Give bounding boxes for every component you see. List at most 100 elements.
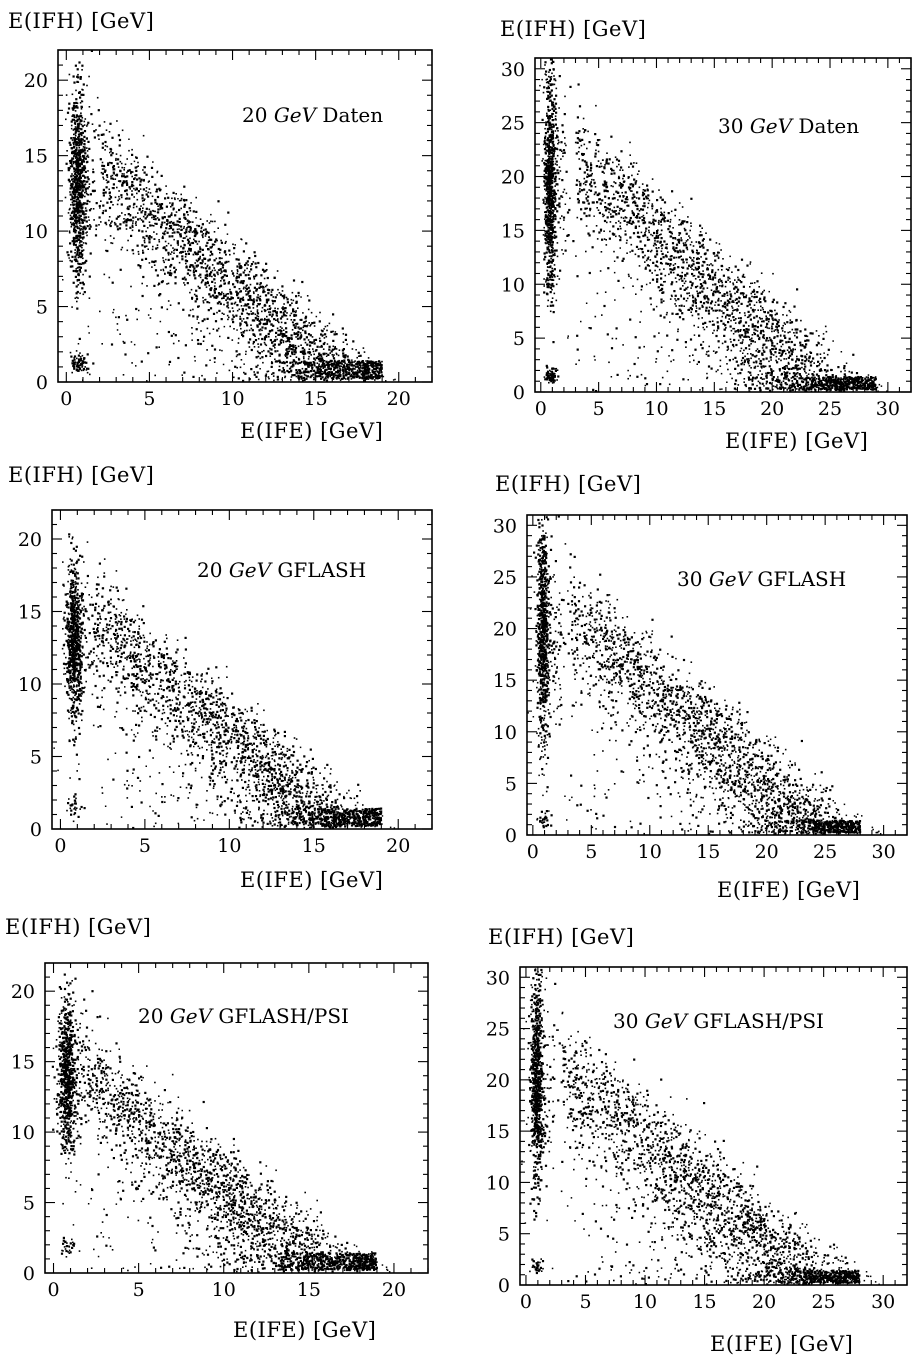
scatter-point bbox=[245, 293, 248, 296]
scatter-point bbox=[318, 374, 321, 377]
scatter-point bbox=[374, 374, 377, 377]
scatter-point bbox=[128, 149, 130, 152]
scatter-point bbox=[546, 164, 549, 167]
scatter-point bbox=[331, 353, 334, 356]
scatter-point bbox=[197, 251, 200, 254]
scatter-point bbox=[243, 329, 246, 332]
scatter-point bbox=[563, 113, 566, 116]
scatter-point bbox=[719, 292, 721, 294]
scatter-point bbox=[377, 375, 380, 378]
scatter-point bbox=[811, 379, 814, 382]
scatter-point bbox=[185, 228, 188, 231]
scatter-point bbox=[112, 166, 115, 169]
scatter-point bbox=[547, 235, 550, 238]
scatter-point bbox=[277, 320, 279, 323]
scatter-point bbox=[271, 329, 274, 332]
scatter-point bbox=[145, 234, 148, 238]
scatter-point bbox=[81, 206, 84, 209]
scatter-point bbox=[71, 255, 74, 258]
scatter-point bbox=[85, 369, 88, 371]
scatter-point bbox=[824, 325, 827, 328]
scatter-point bbox=[86, 84, 88, 87]
scatter-point bbox=[231, 270, 233, 272]
scatter-point bbox=[253, 278, 256, 280]
scatter-point bbox=[543, 148, 547, 151]
scatter-point bbox=[543, 86, 546, 89]
scatter-point bbox=[295, 347, 298, 349]
scatter-point bbox=[127, 239, 129, 242]
scatter-point bbox=[272, 302, 274, 305]
scatter-point bbox=[349, 361, 352, 364]
scatter-point bbox=[269, 311, 272, 313]
scatter-point bbox=[813, 388, 816, 390]
scatter-point bbox=[739, 280, 741, 282]
scatter-point bbox=[180, 193, 182, 196]
scatter-point bbox=[91, 181, 95, 184]
scatter-point bbox=[70, 120, 73, 123]
scatter-point bbox=[154, 210, 156, 213]
scatter-point bbox=[81, 125, 84, 128]
scatter-point bbox=[78, 262, 81, 266]
scatter-point bbox=[546, 78, 548, 80]
scatter-point bbox=[86, 202, 89, 205]
scatter-point bbox=[336, 364, 339, 367]
scatter-point bbox=[558, 278, 561, 280]
scatter-point bbox=[154, 183, 157, 186]
scatter-point bbox=[315, 366, 318, 369]
scatter-point bbox=[291, 365, 294, 368]
scatter-point bbox=[380, 370, 382, 372]
scatter-point bbox=[550, 83, 552, 85]
scatter-point bbox=[116, 203, 119, 206]
scatter-point bbox=[203, 257, 206, 260]
scatter-point bbox=[186, 211, 189, 214]
scatter-point bbox=[255, 274, 258, 277]
scatter-point bbox=[373, 367, 376, 370]
scatter-point bbox=[156, 244, 159, 246]
scatter-point bbox=[169, 269, 172, 272]
scatter-point bbox=[160, 203, 164, 206]
scatter-point bbox=[140, 360, 143, 363]
scatter-point bbox=[246, 324, 249, 327]
scatter-point bbox=[77, 182, 79, 185]
scatter-point bbox=[348, 369, 351, 372]
scatter-point bbox=[216, 311, 218, 314]
scatter-point bbox=[323, 378, 326, 381]
scatter-point bbox=[331, 373, 334, 375]
scatter-point bbox=[85, 232, 87, 234]
scatter-point bbox=[252, 342, 255, 345]
scatter-point bbox=[363, 370, 366, 373]
scatter-point bbox=[138, 309, 140, 312]
scatter-point bbox=[278, 365, 281, 368]
scatter-point bbox=[543, 164, 546, 166]
scatter-point bbox=[337, 374, 340, 377]
scatter-point bbox=[283, 362, 286, 365]
scatter-point bbox=[286, 336, 289, 339]
scatter-point bbox=[553, 105, 556, 108]
scatter-point bbox=[274, 358, 276, 360]
scatter-point bbox=[144, 211, 147, 214]
scatter-point bbox=[79, 364, 82, 367]
scatter-point bbox=[104, 221, 107, 224]
scatter-point bbox=[74, 225, 77, 228]
scatter-point bbox=[70, 212, 73, 214]
scatter-point bbox=[78, 192, 81, 195]
scatter-point bbox=[336, 378, 338, 380]
scatter-point bbox=[804, 339, 807, 342]
scatter-point bbox=[79, 266, 82, 269]
scatter-point bbox=[167, 271, 170, 274]
scatter-point bbox=[748, 344, 751, 347]
scatter-point bbox=[695, 252, 698, 254]
scatter-point bbox=[116, 120, 118, 122]
scatter-point bbox=[264, 310, 266, 313]
scatter-point bbox=[211, 269, 214, 272]
scatter-point bbox=[272, 375, 275, 377]
scatter-point bbox=[185, 260, 189, 263]
scatter-point bbox=[275, 319, 277, 321]
scatter-point bbox=[82, 203, 85, 206]
scatter-point bbox=[321, 362, 325, 365]
scatter-point bbox=[73, 180, 75, 183]
scatter-point bbox=[320, 329, 323, 332]
scatter-point bbox=[551, 179, 554, 182]
scatter-point bbox=[545, 219, 548, 223]
scatter-point bbox=[267, 298, 270, 301]
